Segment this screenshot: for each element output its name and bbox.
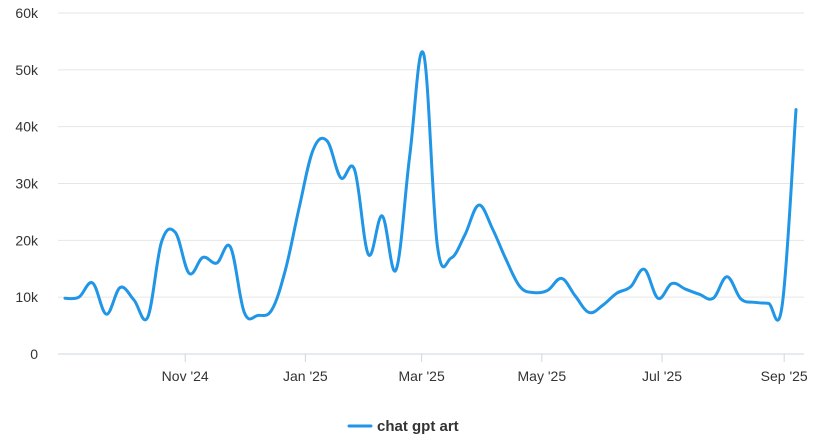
x-tick-label: Nov '24 xyxy=(162,368,209,384)
y-tick-label: 50k xyxy=(15,62,39,78)
series-layer xyxy=(63,50,798,322)
y-tick-label: 30k xyxy=(15,176,39,192)
y-tick-label: 40k xyxy=(15,119,39,135)
legend-label: chat gpt art xyxy=(377,418,459,435)
x-tick-label: Jul '25 xyxy=(642,368,682,384)
legend[interactable]: chat gpt art xyxy=(347,418,459,435)
x-tick-label: Jan '25 xyxy=(283,368,328,384)
x-tick-label: Sep '25 xyxy=(761,368,808,384)
y-tick-label: 20k xyxy=(15,232,39,248)
x-axis-ticks: Nov '24 Jan '25 Mar '25 May '25 Jul '25 Sep '… xyxy=(162,354,808,384)
x-tick-label: May '25 xyxy=(518,368,567,384)
y-tick-label: 60k xyxy=(15,5,39,21)
series-line xyxy=(63,50,798,322)
y-tick-label: 10k xyxy=(15,289,39,305)
y-axis-ticks: 0 10k 20k 30k 40k 50k 60k xyxy=(15,5,39,362)
x-tick-label: Mar '25 xyxy=(399,368,445,384)
y-tick-label: 0 xyxy=(30,346,38,362)
gridlines xyxy=(58,12,804,355)
